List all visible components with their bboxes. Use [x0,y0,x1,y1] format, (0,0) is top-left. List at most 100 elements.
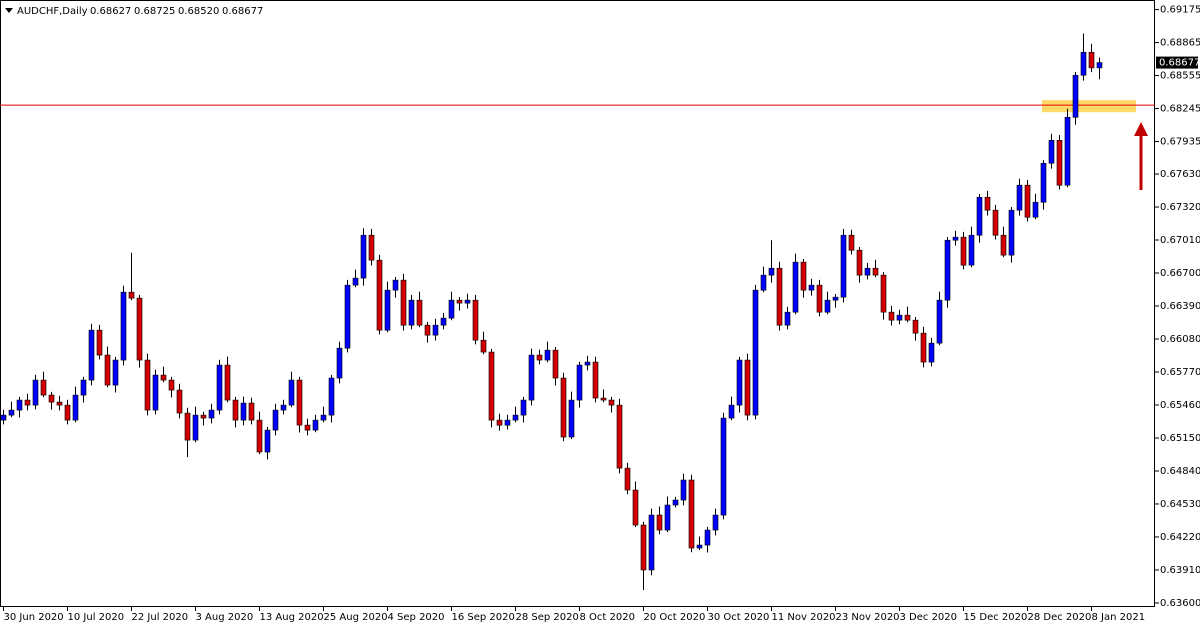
candle-body [72,394,79,421]
candle-body [16,399,23,411]
candle-body [928,342,935,363]
candle-body [24,399,31,406]
candle-body [920,332,927,363]
candle-body [104,354,111,386]
candle-body [592,361,599,399]
candle-body [272,409,279,431]
candle-body [80,379,87,396]
candle-body [952,236,959,241]
x-tick-label: 30 Jun 2020 [4,612,64,623]
candle-body [352,277,359,286]
candle-body [720,417,727,516]
x-tick-label: 4 Sep 2020 [388,612,445,623]
candle-body [576,364,583,401]
candle-body [112,359,119,386]
candle-body [1064,116,1071,186]
x-tick-label: 30 Oct 2020 [708,612,770,623]
candle-body [880,274,887,313]
candle-body [704,529,711,546]
candle-body [1032,201,1039,218]
candle-body [304,424,311,431]
candle-body [120,291,127,361]
candle-body [96,329,103,356]
candle-body [1088,51,1095,69]
candle-body [408,299,415,326]
x-tick-label: 3 Dec 2020 [900,612,958,623]
candle-body [648,514,655,571]
support-zone [1042,100,1136,113]
candle-body [168,379,175,391]
candle-body [680,479,687,501]
candle-body [712,514,719,531]
candle-body [472,299,479,341]
candle-body [984,196,991,211]
candle-body [872,267,879,276]
candle-body [1000,234,1007,256]
candle-body [1040,162,1047,203]
candle-body [912,319,919,334]
candle-body [32,379,39,406]
candle-body [728,404,735,419]
y-tick-label: 0.67010 [1160,235,1200,246]
candle-body [696,544,703,549]
candle-body [528,354,535,401]
candle-body [56,401,63,406]
candle-body [224,364,231,401]
candle-body [432,324,439,336]
x-tick-label: 28 Sep 2020 [516,612,579,623]
header-close: 0.68677 [222,6,263,17]
candle-body [584,361,591,366]
candle-body [800,261,807,291]
x-tick-label: 16 Sep 2020 [452,612,515,623]
candle-body [488,351,495,421]
candle-body [384,289,391,331]
candle-body [40,379,47,396]
candle-body [624,467,631,491]
candle-body [360,234,367,279]
candle-body [792,261,799,313]
candle-body [808,284,815,291]
candle-body [992,209,999,236]
candle-body [392,279,399,291]
candle-body [848,234,855,251]
y-tick-label: 0.68555 [1160,71,1200,82]
candle-body [144,359,151,411]
candle-body [320,414,327,421]
candle-body [776,267,783,326]
x-tick-label: 23 Nov 2020 [836,612,900,623]
candle-body [8,409,15,416]
candle-body [184,412,191,441]
y-tick-label: 0.66700 [1160,268,1200,279]
candle-body [568,399,575,438]
x-tick-label: 8 Jan 2021 [1092,612,1146,623]
candle-body [864,267,871,276]
y-tick-label: 0.64840 [1160,466,1200,477]
candle-body [512,414,519,421]
candle-body [1016,184,1023,211]
y-tick-label: 0.65460 [1160,400,1200,411]
candle-body [440,317,447,326]
candle-body [200,414,207,419]
y-tick-label: 0.64220 [1160,532,1200,543]
candle-body [232,399,239,421]
y-tick-label: 0.63910 [1160,565,1200,576]
plot-frame [0,0,1155,607]
y-tick-label: 0.69175 [1160,5,1200,16]
candle-body [976,196,983,236]
candle-body [336,347,343,379]
candle-body [64,404,71,421]
candle-body [944,239,951,301]
candle-body [888,311,895,321]
candle-body [856,249,863,276]
y-tick-label: 0.68865 [1160,38,1200,49]
price-tag [1156,56,1198,69]
up-arrow [1134,122,1148,190]
candle-body [1008,209,1015,256]
header-high: 0.68725 [134,6,175,17]
candle-body [1048,139,1055,164]
header-triangle[interactable] [5,8,13,13]
candle-body [256,419,263,453]
candle-body [1072,74,1079,118]
candle-body [640,524,647,571]
